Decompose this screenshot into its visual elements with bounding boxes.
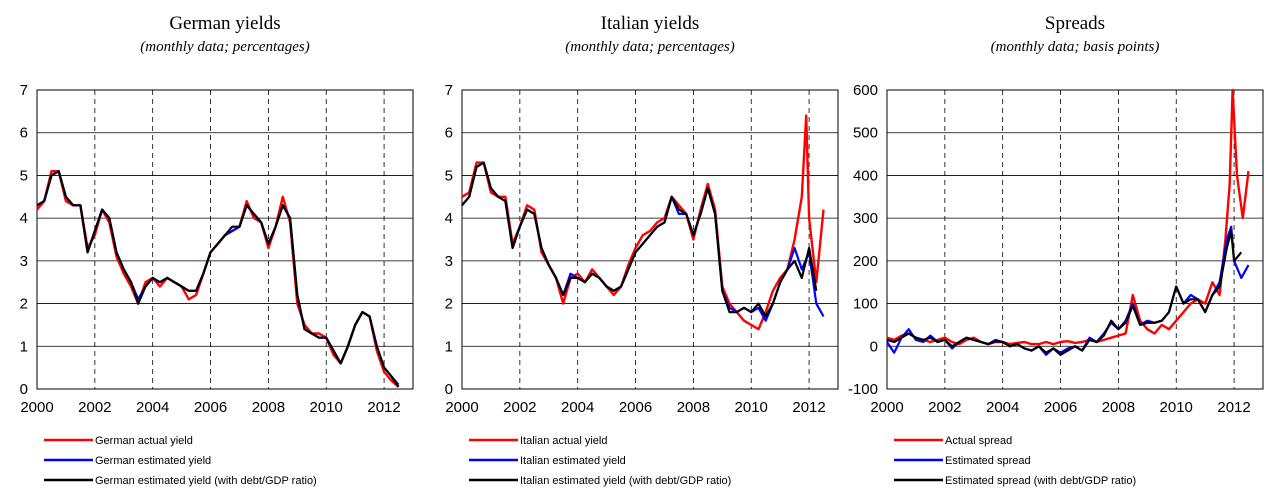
chart-panel-3: Spreads (monthly data; basis points) -100 0… <box>848 13 1264 487</box>
series-line-2 <box>886 225 1250 356</box>
y-tick-label: -100 <box>848 381 878 398</box>
y-tick-label: 400 <box>853 167 878 184</box>
chart-panel-2: Italian yields (monthly data; percentages… <box>445 13 839 487</box>
chart-subtitle: (monthly data; percentages) <box>565 39 734 55</box>
legend-label-3: German estimated yield (with debt/GDP ra… <box>95 475 317 487</box>
x-tick-label: 2002 <box>78 399 111 416</box>
y-tick-label: 6 <box>20 125 28 142</box>
y-tick-label: 2 <box>445 296 453 313</box>
x-tick-label: 2004 <box>986 399 1019 416</box>
legend-label-3: Italian estimated yield (with debt/GDP r… <box>520 475 731 487</box>
legend-label-1: Italian actual yield <box>520 435 607 447</box>
plot-area-frame <box>36 89 414 390</box>
plot-area-frame <box>886 89 1264 390</box>
x-tick-label: 2004 <box>561 399 594 416</box>
y-tick-label: 2 <box>20 296 28 313</box>
series-line-1 <box>886 88 1250 346</box>
y-tick-label: 1 <box>445 338 453 355</box>
y-tick-label: 5 <box>20 167 28 184</box>
chart-title: German yields <box>169 13 280 34</box>
x-tick-label: 2000 <box>870 399 903 416</box>
legend-label-2: Italian estimated yield <box>520 455 626 467</box>
legend-label-2: German estimated yield <box>95 455 211 467</box>
chart-title: Spreads <box>1045 13 1105 34</box>
y-tick-label: 0 <box>870 338 878 355</box>
y-tick-label: 200 <box>853 253 878 270</box>
legend-label-1: German actual yield <box>95 435 193 447</box>
x-tick-label: 2010 <box>310 399 343 416</box>
plot-area-frame <box>461 89 839 390</box>
chart-title: Italian yields <box>601 13 700 34</box>
chart-panel-1: German yields (monthly data; percentages)… <box>20 13 414 487</box>
series-line-3 <box>461 161 818 318</box>
x-tick-label: 2010 <box>1160 399 1193 416</box>
series-line-3 <box>886 229 1243 356</box>
legend-label-3: Estimated spread (with debt/GDP ratio) <box>945 475 1136 487</box>
x-tick-label: 2000 <box>20 399 53 416</box>
y-tick-label: 4 <box>20 210 28 227</box>
x-tick-label: 2004 <box>136 399 169 416</box>
x-tick-label: 2006 <box>194 399 227 416</box>
x-tick-label: 2000 <box>445 399 478 416</box>
x-tick-label: 2008 <box>252 399 285 416</box>
x-tick-label: 2012 <box>1217 399 1250 416</box>
y-tick-label: 4 <box>445 210 453 227</box>
x-tick-label: 2006 <box>619 399 652 416</box>
y-tick-label: 7 <box>20 82 28 99</box>
x-tick-label: 2012 <box>792 399 825 416</box>
x-tick-label: 2008 <box>677 399 710 416</box>
y-tick-label: 0 <box>445 381 453 398</box>
y-tick-label: 1 <box>20 338 28 355</box>
x-tick-label: 2012 <box>367 399 400 416</box>
y-tick-label: 5 <box>445 167 453 184</box>
x-tick-label: 2002 <box>503 399 536 416</box>
series-line-1 <box>461 114 825 331</box>
legend-label-1: Actual spread <box>945 435 1012 447</box>
series-line-2 <box>461 161 825 322</box>
x-tick-label: 2006 <box>1044 399 1077 416</box>
y-tick-label: 7 <box>445 82 453 99</box>
series-line-3 <box>36 170 400 388</box>
x-tick-label: 2010 <box>735 399 768 416</box>
y-tick-label: 0 <box>20 381 28 398</box>
chart-subtitle: (monthly data; basis points) <box>991 39 1160 55</box>
x-tick-label: 2002 <box>928 399 961 416</box>
y-tick-label: 6 <box>445 125 453 142</box>
legend-label-2: Estimated spread <box>945 455 1031 467</box>
y-tick-label: 300 <box>853 210 878 227</box>
chart-subtitle: (monthly data; percentages) <box>140 39 309 55</box>
y-tick-label: 3 <box>445 253 453 270</box>
y-tick-label: 500 <box>853 125 878 142</box>
y-tick-label: 100 <box>853 296 878 313</box>
x-tick-label: 2008 <box>1102 399 1135 416</box>
y-tick-label: 600 <box>853 82 878 99</box>
y-tick-label: 3 <box>20 253 28 270</box>
